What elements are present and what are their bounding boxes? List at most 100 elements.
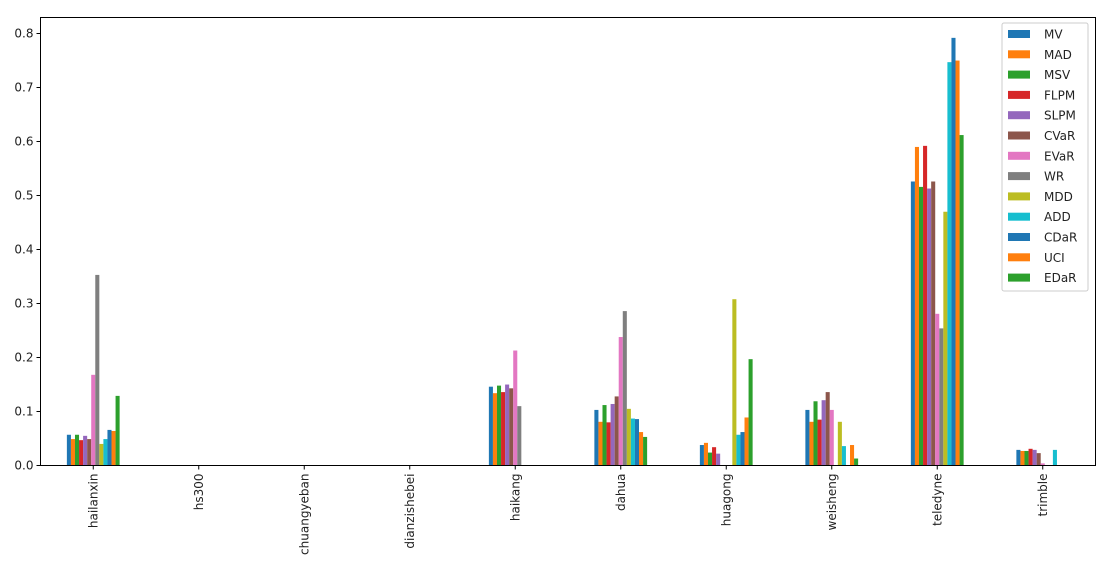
- bar-WR-teledyne: [939, 328, 944, 465]
- x-tick-label: huagong: [719, 474, 733, 527]
- bar-MV-huagong: [699, 445, 704, 465]
- bar-ADD-dahua: [630, 418, 635, 465]
- bar-MAD-huagong: [703, 442, 708, 465]
- bar-EDaR-hailanxin: [115, 395, 120, 465]
- legend-label: UCI: [1044, 251, 1065, 265]
- bar-SLPM-huagong: [716, 453, 721, 465]
- x-tick-label: hs300: [192, 474, 206, 511]
- bar-MV-trimble: [1016, 449, 1021, 465]
- legend-swatch-MV: [1008, 30, 1030, 38]
- legend-swatch-FLPM: [1008, 90, 1030, 99]
- bar-ADD-weisheng: [841, 446, 846, 465]
- bar-EVaR-hailanxin: [91, 374, 96, 465]
- bar-FLPM-hailanxin: [79, 440, 84, 465]
- bar-WR-dahua: [622, 311, 627, 465]
- y-tick-label: 0.4: [14, 243, 33, 257]
- bar-EDaR-weisheng: [854, 458, 859, 465]
- bar-MV-hailanxin: [66, 434, 71, 465]
- x-tick-label: weisheng: [825, 474, 839, 531]
- bar-MAD-haikang: [492, 393, 497, 465]
- bar-FLPM-haikang: [501, 392, 506, 465]
- bar-FLPM-weisheng: [817, 419, 822, 465]
- legend-label: EDaR: [1044, 271, 1077, 285]
- y-tick-label: 0.1: [14, 405, 33, 419]
- bar-ADD-hailanxin: [103, 439, 108, 465]
- legend-swatch-WR: [1008, 172, 1030, 181]
- y-tick-label: 0.2: [14, 351, 33, 365]
- y-tick-label: 0.0: [14, 459, 33, 473]
- bar-MAD-teledyne: [914, 146, 919, 465]
- x-tick-label: trimble: [1036, 474, 1050, 517]
- legend-swatch-CDaR: [1008, 233, 1030, 241]
- bar-MDD-weisheng: [837, 421, 842, 465]
- bar-UCI-hailanxin: [111, 430, 116, 465]
- bar-MAD-trimble: [1020, 450, 1025, 465]
- legend: MV MAD MSV FLPM SLPM CVaR EVaR WR MDD ADD CDaR UCI E…: [1001, 22, 1089, 292]
- legend-swatch-MSV: [1008, 70, 1030, 79]
- bar-CVaR-teledyne: [931, 181, 936, 465]
- bar-CVaR-trimble: [1036, 453, 1041, 465]
- y-tick-label: 0.7: [14, 81, 33, 95]
- bar-CDaR-huagong: [740, 432, 745, 465]
- bar-ADD-teledyne: [947, 62, 952, 465]
- bar-MDD-dahua: [626, 408, 631, 465]
- legend-swatch-EDaR: [1008, 273, 1030, 282]
- legend-swatch-SLPM: [1008, 111, 1030, 120]
- bar-MDD-teledyne: [943, 211, 948, 465]
- bar-EDaR-huagong: [748, 359, 753, 465]
- bar-CVaR-hailanxin: [87, 439, 92, 465]
- bar-CDaR-hailanxin: [107, 429, 112, 465]
- legend-label: WR: [1044, 170, 1064, 184]
- x-axis: hailanxin hs300 chuangyeban dianzishebei hai…: [86, 465, 1050, 555]
- y-tick-label: 0.6: [14, 135, 33, 149]
- bar-MDD-hailanxin: [99, 443, 104, 465]
- x-tick-label: haikang: [508, 474, 522, 522]
- legend-label: MAD: [1044, 48, 1072, 62]
- bar-MV-weisheng: [805, 409, 810, 465]
- x-tick-label: dahua: [614, 474, 628, 512]
- x-tick-label: teledyne: [930, 474, 944, 527]
- bar-MSV-teledyne: [918, 186, 924, 465]
- x-tick-label: hailanxin: [86, 474, 100, 529]
- legend-swatch-MDD: [1008, 192, 1030, 201]
- legend-label: SLPM: [1044, 109, 1076, 123]
- bar-SLPM-dahua: [610, 403, 615, 465]
- y-tick-label: 0.3: [14, 297, 33, 311]
- x-tick-label: chuangyeban: [297, 474, 311, 555]
- bar-EVaR-dahua: [618, 337, 623, 465]
- bar-UCI-weisheng: [850, 445, 855, 465]
- bar-FLPM-dahua: [606, 422, 611, 465]
- y-axis: 0.0 0.1 0.2 0.3 0.4 0.5 0.6 0.7 0.8: [14, 27, 41, 473]
- bar-FLPM-huagong: [712, 447, 717, 465]
- legend-swatch-EVaR: [1008, 151, 1030, 160]
- bar-SLPM-trimble: [1032, 449, 1037, 465]
- bar-MAD-weisheng: [809, 421, 814, 465]
- bar-MSV-dahua: [602, 405, 607, 465]
- bar-MSV-hailanxin: [74, 434, 80, 465]
- bar-EDaR-dahua: [643, 436, 648, 465]
- legend-swatch-UCI: [1008, 253, 1030, 262]
- bar-SLPM-teledyne: [927, 188, 932, 465]
- bar-CVaR-haikang: [509, 388, 514, 465]
- bar-MV-teledyne: [910, 181, 915, 465]
- legend-box: [1001, 22, 1089, 292]
- bar-MSV-huagong: [707, 452, 713, 465]
- y-tick-label: 0.5: [14, 189, 33, 203]
- bar-CVaR-dahua: [614, 396, 619, 465]
- legend-label: CDaR: [1044, 231, 1077, 245]
- y-tick-label: 0.8: [14, 27, 33, 41]
- bar-WR-haikang: [517, 406, 522, 465]
- legend-label: MV: [1044, 28, 1063, 42]
- bar-EVaR-weisheng: [829, 409, 834, 465]
- bar-MV-dahua: [594, 409, 599, 465]
- bar-MSV-haikang: [496, 385, 502, 465]
- x-tick-label: dianzishebei: [403, 474, 417, 549]
- bar-CDaR-teledyne: [951, 37, 956, 466]
- bar-SLPM-hailanxin: [83, 435, 88, 465]
- bar-UCI-teledyne: [955, 60, 960, 465]
- bar-UCI-dahua: [639, 432, 644, 465]
- legend-label: ADD: [1044, 210, 1071, 224]
- legend-swatch-ADD: [1008, 212, 1030, 221]
- legend-label: CVaR: [1044, 129, 1075, 143]
